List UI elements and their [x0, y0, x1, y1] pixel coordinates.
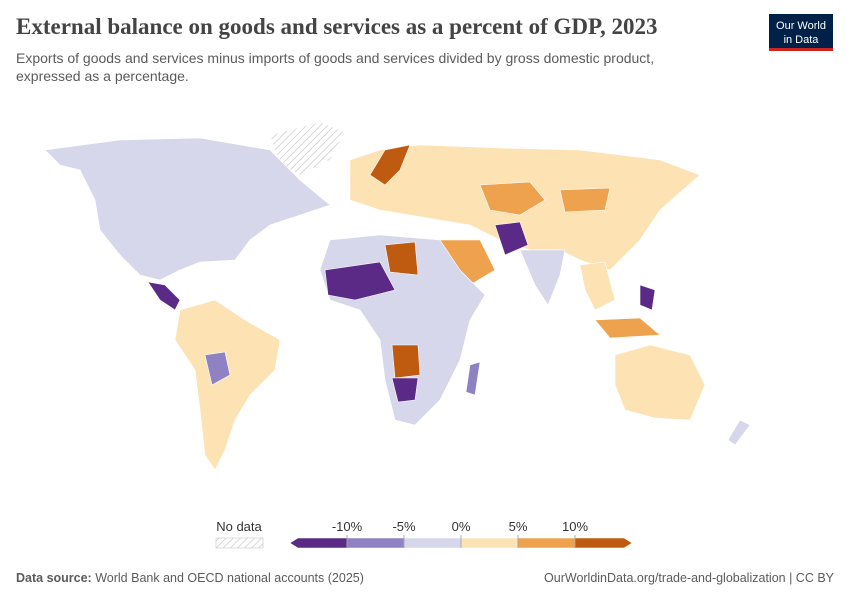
subtitle: Exports of goods and services minus impo…: [16, 50, 654, 66]
legend-bin: [460, 537, 519, 549]
bolivia: [204, 351, 231, 386]
south-america: [174, 299, 281, 471]
new-zealand: [727, 419, 751, 446]
southeast-asia: [579, 261, 616, 311]
legend-bin: [289, 537, 348, 549]
title: External balance on goods and services a…: [16, 14, 657, 39]
legend-tick-label: 10%: [562, 519, 588, 534]
legend-bin: [574, 537, 633, 549]
url: OurWorldinData.org/trade-and-globalizati…: [544, 571, 835, 585]
logo-bar: [769, 48, 833, 51]
legend: No data -10% -5% 0% 5% 10%: [215, 519, 633, 549]
legend-tick-label: 0%: [452, 519, 471, 534]
southern-africa: [391, 377, 419, 403]
logo[interactable]: Our World in Data: [769, 14, 833, 51]
madagascar: [465, 361, 481, 396]
central-america: [147, 281, 181, 311]
angola: [391, 344, 421, 379]
sahel: [324, 261, 396, 301]
south-asia: [519, 249, 566, 306]
logo-text: Our World: [776, 20, 826, 32]
subtitle: expressed as a percentage.: [16, 68, 189, 84]
map: [44, 121, 751, 471]
legend-bin: [517, 537, 576, 549]
source-text: World Bank and OECD national accounts (2…: [95, 571, 364, 585]
afghanistan: [494, 221, 529, 256]
logo-bg: [769, 14, 833, 50]
scandinavia: [369, 144, 411, 186]
legend-tick-label: -10%: [332, 519, 363, 534]
libya: [384, 241, 419, 276]
source: Data source: World Bank and OECD nationa…: [16, 571, 364, 585]
australia: [614, 344, 706, 421]
legend-tick-label: 5%: [509, 519, 528, 534]
no-data-swatch: [215, 537, 264, 549]
source-label: Data source:: [16, 571, 92, 585]
no-data-label: No data: [216, 519, 262, 534]
north-america: [44, 137, 331, 281]
legend-tick-label: -5%: [392, 519, 416, 534]
philippines: [639, 284, 656, 311]
legend-bin: [403, 537, 462, 549]
mongolia: [559, 187, 611, 213]
central-asia: [479, 181, 546, 216]
legend-bin: [346, 537, 405, 549]
logo-text: in Data: [784, 34, 820, 46]
indonesia: [594, 317, 661, 339]
